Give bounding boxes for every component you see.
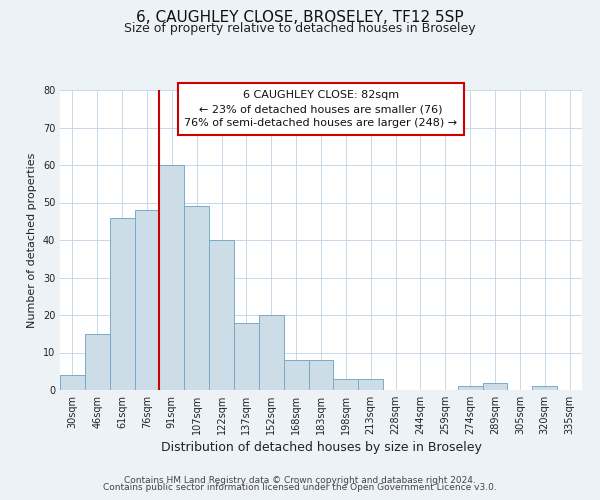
Bar <box>482 382 508 390</box>
Bar <box>60 375 85 390</box>
Bar <box>160 165 184 390</box>
X-axis label: Distribution of detached houses by size in Broseley: Distribution of detached houses by size … <box>161 441 481 454</box>
Text: Contains HM Land Registry data © Crown copyright and database right 2024.: Contains HM Land Registry data © Crown c… <box>124 476 476 485</box>
Bar <box>284 360 308 390</box>
Bar <box>259 315 284 390</box>
Bar <box>358 379 383 390</box>
Text: 6 CAUGHLEY CLOSE: 82sqm
← 23% of detached houses are smaller (76)
76% of semi-de: 6 CAUGHLEY CLOSE: 82sqm ← 23% of detache… <box>184 90 458 128</box>
Bar <box>85 334 110 390</box>
Text: Size of property relative to detached houses in Broseley: Size of property relative to detached ho… <box>124 22 476 35</box>
Bar <box>532 386 557 390</box>
Y-axis label: Number of detached properties: Number of detached properties <box>27 152 37 328</box>
Text: Contains public sector information licensed under the Open Government Licence v3: Contains public sector information licen… <box>103 484 497 492</box>
Bar <box>458 386 482 390</box>
Bar <box>334 379 358 390</box>
Bar <box>110 218 134 390</box>
Bar <box>134 210 160 390</box>
Bar <box>234 322 259 390</box>
Bar <box>209 240 234 390</box>
Text: 6, CAUGHLEY CLOSE, BROSELEY, TF12 5SP: 6, CAUGHLEY CLOSE, BROSELEY, TF12 5SP <box>136 10 464 25</box>
Bar <box>308 360 334 390</box>
Bar <box>184 206 209 390</box>
